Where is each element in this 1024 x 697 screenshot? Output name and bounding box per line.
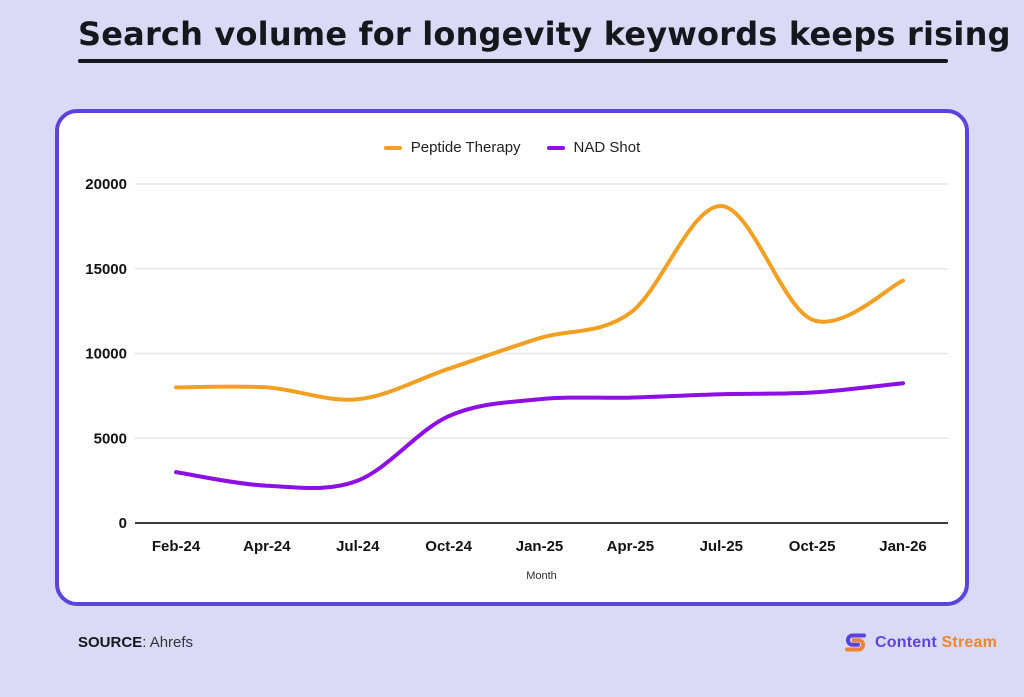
legend-item-peptide-therapy[interactable]: Peptide Therapy	[383, 139, 521, 156]
brand-name: Content Stream	[875, 634, 997, 652]
legend-swatch	[546, 145, 565, 150]
y-tick-label: 0	[119, 515, 127, 532]
x-tick-label: Jul-24	[336, 538, 380, 555]
page-title: Search volume for longevity keywords kee…	[78, 15, 1011, 53]
title-underline	[78, 59, 948, 63]
page-header: Search volume for longevity keywords kee…	[78, 14, 1011, 63]
brand-name-primary: Content	[875, 633, 937, 651]
source-line: SOURCE: Ahrefs	[78, 634, 193, 651]
y-tick-label: 5000	[94, 430, 127, 447]
x-axis-title: Month	[526, 570, 557, 582]
y-tick-label: 10000	[85, 346, 127, 363]
legend-label: NAD Shot	[573, 139, 641, 156]
brand-lockup: Content Stream	[843, 631, 997, 654]
y-tick-label: 20000	[85, 176, 127, 193]
y-tick-label: 15000	[85, 261, 127, 278]
x-tick-label: Oct-24	[425, 538, 472, 555]
legend-swatch	[383, 145, 402, 150]
x-tick-label: Apr-25	[607, 538, 655, 555]
line-chart: 0 5000 10000 15000 20000 Feb-24 Apr-24 Jul-24 Oc…	[85, 176, 948, 582]
content-stream-logo-icon	[843, 631, 868, 654]
chart-card: Peptide Therapy NAD Shot 0 5000 10000 15000 2…	[55, 109, 969, 606]
series-line-nad-shot	[174, 381, 905, 491]
x-tick-label: Feb-24	[152, 538, 201, 555]
legend-label: Peptide Therapy	[410, 139, 521, 156]
x-tick-label: Jul-25	[700, 538, 743, 555]
series-line-peptide-therapy	[174, 203, 905, 402]
x-tick-label: Oct-25	[789, 538, 836, 555]
source-value: : Ahrefs	[142, 634, 194, 651]
source-label: SOURCE	[78, 634, 143, 651]
legend-item-nad-shot[interactable]: NAD Shot	[546, 139, 641, 156]
x-tick-label: Apr-24	[243, 538, 291, 555]
chart-legend: Peptide Therapy NAD Shot	[59, 113, 965, 159]
x-tick-label: Jan-26	[879, 538, 927, 555]
brand-name-secondary: Stream	[941, 633, 997, 651]
x-tick-label: Jan-25	[516, 538, 564, 555]
page-footer: SOURCE: Ahrefs Content Stream	[78, 631, 997, 654]
